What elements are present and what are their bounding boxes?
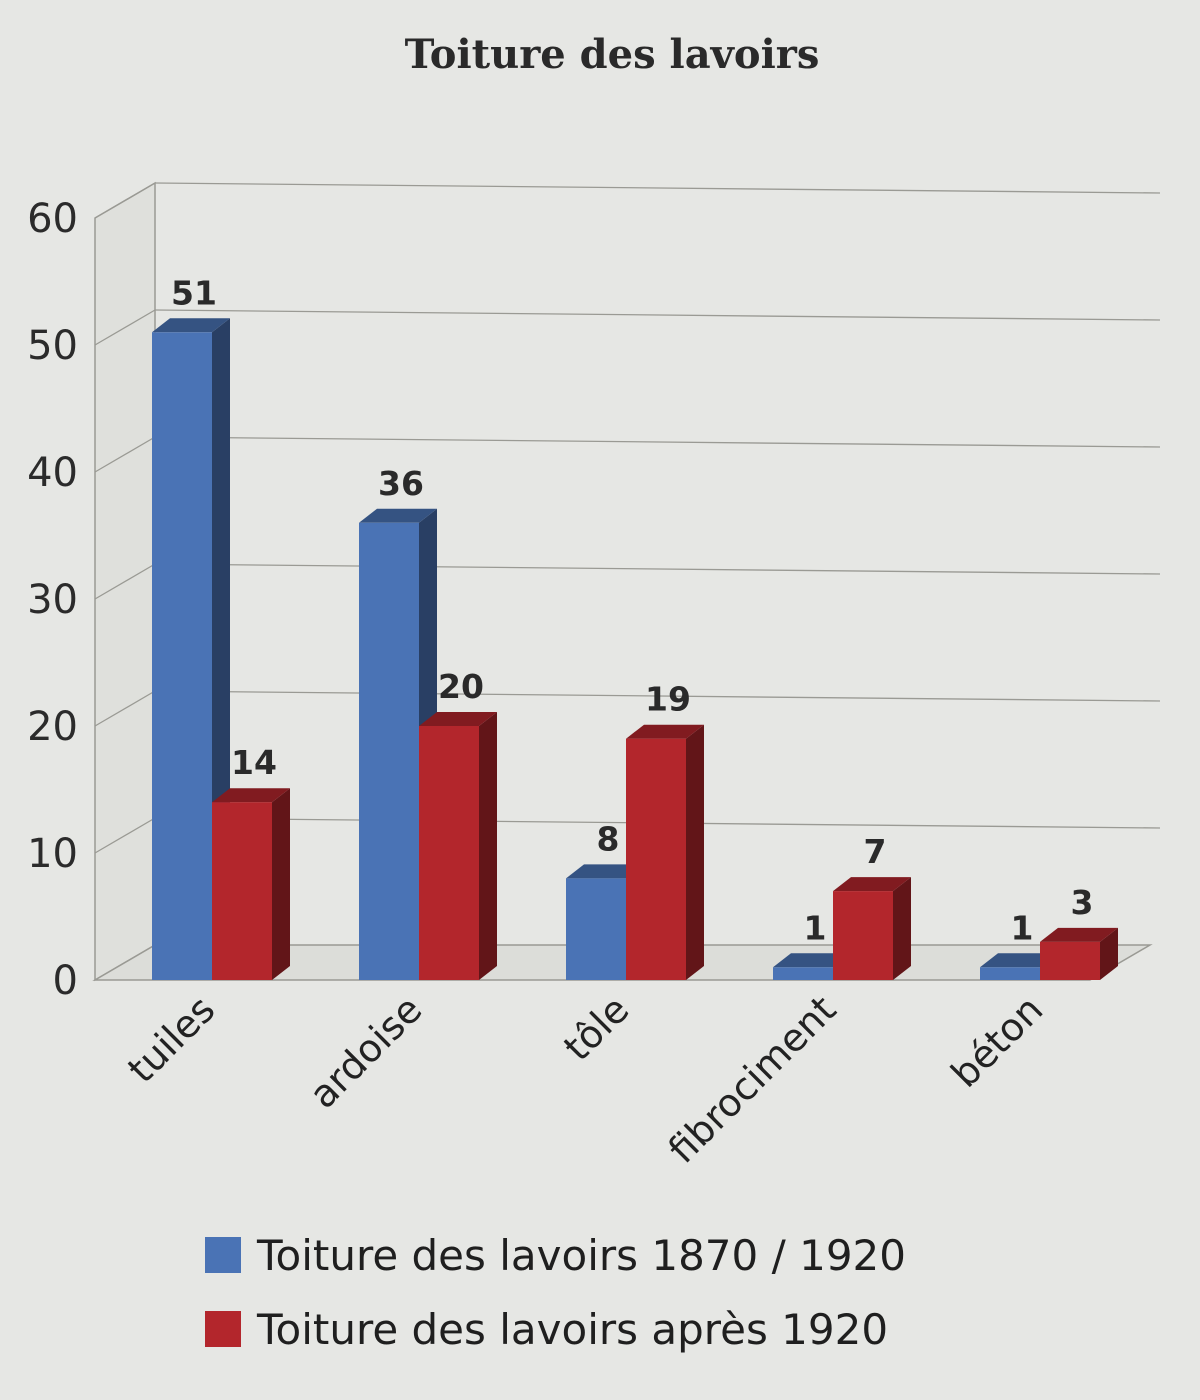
- data-label: 20: [438, 667, 484, 706]
- bar: [980, 967, 1040, 980]
- y-tick-label: 10: [27, 831, 78, 877]
- bars: [152, 318, 1118, 980]
- data-label: 36: [378, 464, 424, 503]
- legend-item-series-1: Toiture des lavoirs 1870 / 1920: [205, 1225, 906, 1285]
- bar-side: [893, 877, 911, 980]
- bar: [419, 726, 479, 980]
- bar-side: [686, 724, 704, 980]
- x-tick-label: ardoise: [301, 987, 431, 1117]
- y-tick-label: 50: [27, 323, 78, 369]
- x-tick-label: tôle: [555, 987, 637, 1069]
- bar-side: [479, 712, 497, 980]
- legend-swatch-series-2: [205, 1311, 241, 1347]
- data-label: 14: [231, 743, 277, 782]
- bar: [566, 878, 626, 980]
- y-tick-label: 30: [27, 577, 78, 623]
- bar-top: [419, 712, 497, 726]
- bar: [626, 738, 686, 980]
- legend: Toiture des lavoirs 1870 / 1920 Toiture …: [205, 1225, 906, 1373]
- bar-top: [359, 508, 437, 523]
- bar: [773, 967, 833, 980]
- y-tick-label: 60: [27, 196, 78, 242]
- gridline-diagonal: [94, 817, 156, 854]
- bar: [359, 522, 419, 980]
- bar-top: [626, 724, 704, 739]
- data-label: 1: [804, 908, 827, 947]
- legend-label-series-1: Toiture des lavoirs 1870 / 1920: [257, 1230, 906, 1280]
- gridline: [154, 690, 1161, 702]
- bar-side: [1100, 927, 1118, 980]
- legend-label-series-2: Toiture des lavoirs après 1920: [257, 1304, 889, 1354]
- gridline: [154, 182, 1161, 194]
- bar: [152, 332, 212, 980]
- x-tick-label: tuiles: [119, 987, 223, 1091]
- bar: [833, 891, 893, 980]
- data-label: 1: [1011, 908, 1034, 947]
- bar-top: [212, 788, 290, 803]
- gridline: [154, 436, 1161, 448]
- data-label: 8: [597, 819, 620, 858]
- x-tick-label: fibrociment: [660, 987, 845, 1172]
- y-tick-label: 20: [27, 704, 78, 750]
- bar-top: [1040, 927, 1118, 942]
- gridline-diagonal: [94, 182, 156, 219]
- gridline: [154, 309, 1161, 321]
- chart-title: Toiture des lavoirs: [405, 31, 820, 78]
- data-label: 51: [171, 273, 217, 312]
- bar-side: [272, 788, 290, 980]
- gridline-diagonal: [94, 436, 156, 473]
- y-tick-label: 0: [53, 958, 78, 1004]
- bar-top: [152, 318, 230, 333]
- bar: [1040, 941, 1100, 980]
- gridline: [154, 563, 1161, 575]
- bar-chart: Toiture des lavoirs 0 10 20 30 40 50 60 51 14 tui…: [27, 31, 1161, 1172]
- data-label: 19: [645, 680, 691, 719]
- gridline-diagonal: [94, 563, 156, 600]
- bar: [212, 802, 272, 980]
- gridline-diagonal: [94, 309, 156, 346]
- y-tick-label: 40: [27, 450, 78, 496]
- data-label: 7: [864, 832, 887, 871]
- bar-top: [833, 877, 911, 892]
- legend-item-series-2: Toiture des lavoirs après 1920: [205, 1299, 906, 1359]
- bar-top: [980, 953, 1058, 968]
- x-tick-label: béton: [943, 987, 1052, 1096]
- data-label: 3: [1071, 883, 1094, 922]
- gridline-diagonal: [94, 690, 156, 727]
- bar-top: [773, 953, 851, 968]
- bar-top: [566, 864, 644, 879]
- legend-swatch-series-1: [205, 1237, 241, 1273]
